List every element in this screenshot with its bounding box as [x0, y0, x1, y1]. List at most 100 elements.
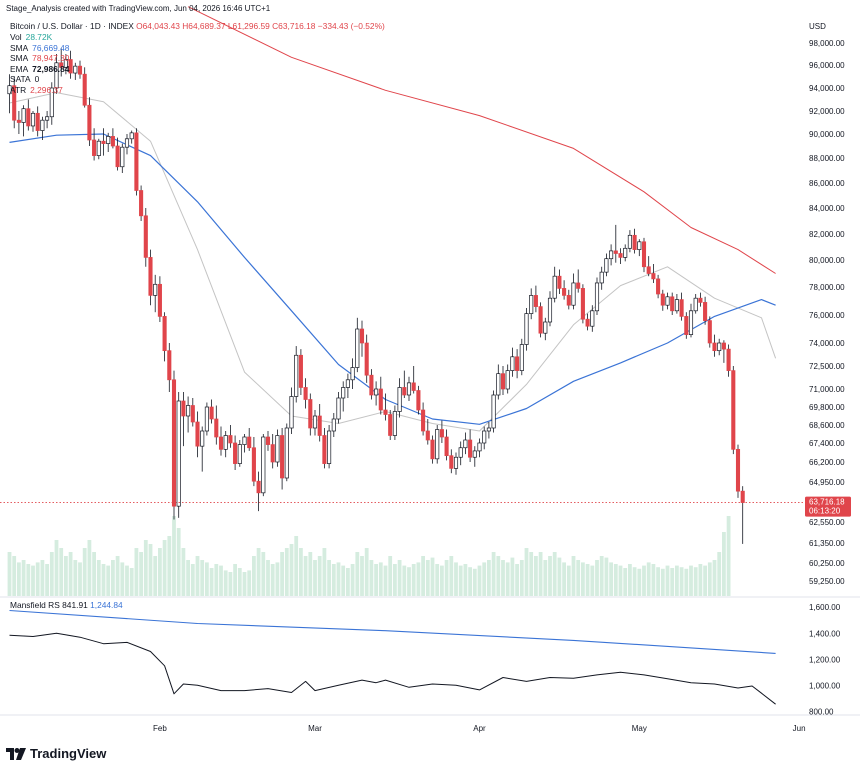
indicator-row-sma200[interactable]: SMA 78,947.30 — [10, 53, 70, 64]
rs-axis-label: 1,600.00 — [809, 603, 841, 612]
candle — [303, 378, 308, 409]
candle — [148, 249, 153, 306]
candle-body — [632, 234, 637, 250]
candle-body — [308, 399, 313, 429]
candle — [336, 392, 341, 424]
volume-bar — [430, 557, 435, 596]
ohlc-close: C63,716.18 — [272, 21, 316, 31]
volume-bar — [552, 552, 557, 596]
candle-body — [317, 415, 322, 436]
volume-bar — [660, 568, 665, 596]
volume-bar — [299, 548, 303, 596]
volume-bar — [689, 565, 693, 596]
volume-bar — [355, 552, 360, 596]
indicator-row-sma50[interactable]: SMA 76,669.48 — [10, 42, 70, 53]
candle-body — [312, 415, 318, 429]
volume-bar — [458, 565, 463, 596]
candle — [604, 253, 609, 277]
candle-body — [717, 342, 722, 352]
indicator-row-sata[interactable]: SATA 0 — [10, 74, 40, 85]
mansfield-rs-pane[interactable] — [9, 609, 776, 705]
candle-body — [613, 250, 618, 254]
volume-bar — [162, 540, 167, 596]
price-axis-label: 72,500.00 — [809, 362, 845, 371]
tradingview-logo[interactable]: TradingView — [6, 746, 106, 761]
candle-body — [388, 414, 393, 436]
candle-body — [261, 436, 266, 494]
candle — [623, 244, 628, 262]
candle — [679, 292, 684, 321]
candle — [134, 128, 139, 196]
ohlc-open: O64,043.43 — [136, 21, 180, 31]
volume-bar — [613, 564, 618, 596]
indicator-row-ema[interactable]: EMA 72,986.84 — [10, 63, 70, 74]
candle-body — [439, 429, 444, 438]
price-axis-label: 88,000.00 — [809, 154, 845, 163]
candle-body — [49, 87, 54, 118]
candle — [571, 273, 576, 310]
rs-axis[interactable]: 1,600.00 1,400.00 1,200.00 1,000.00 800.00 — [809, 603, 841, 716]
candle-body — [491, 394, 496, 429]
candle-body — [392, 411, 397, 436]
candle-body — [12, 85, 17, 121]
rs-ma-path — [9, 609, 776, 654]
candle-body — [721, 342, 726, 350]
volume-bar — [111, 560, 115, 596]
candle — [411, 366, 416, 394]
candle — [167, 343, 172, 392]
candle-body — [458, 447, 463, 458]
volume-bar — [223, 570, 228, 596]
candle-body — [397, 387, 402, 412]
volume-bar — [190, 564, 195, 596]
candle-body — [627, 234, 632, 249]
candle-body — [30, 112, 36, 127]
volume-bar — [143, 540, 148, 596]
candle-body — [660, 293, 665, 306]
candle-body — [651, 273, 656, 280]
candle — [233, 435, 238, 470]
candle — [627, 230, 632, 253]
candle — [500, 366, 506, 395]
candle — [482, 426, 487, 450]
candle-body — [500, 373, 506, 390]
volume-bar — [548, 556, 552, 596]
candle-body — [284, 427, 289, 479]
volume-bar — [675, 565, 679, 596]
candles[interactable] — [7, 48, 745, 544]
candle-body — [327, 430, 332, 464]
volume-bar — [717, 552, 722, 596]
volume-bar — [167, 536, 172, 596]
candle-body — [430, 439, 435, 460]
volume-bar — [519, 560, 524, 596]
volume-bar — [388, 556, 393, 596]
sma50-line — [9, 133, 776, 425]
volume-bar — [275, 562, 280, 596]
volume-bar — [350, 564, 355, 596]
indicator-row-atr[interactable]: ATR 2,296.37 — [10, 84, 63, 95]
rs-legend[interactable]: Mansfield RS 841.91 1,244.84 — [10, 600, 123, 610]
indicator-row-vol[interactable]: Vol 28.72K — [10, 32, 53, 42]
volume-bar — [87, 540, 92, 596]
candle — [87, 97, 92, 146]
volume-bar — [200, 560, 205, 596]
volume-bar — [529, 552, 534, 596]
price-axis[interactable]: 98,000.00 96,000.00 94,000.00 92,000.00 90,0… — [809, 39, 845, 586]
candle-body — [134, 132, 139, 191]
volume-bar — [54, 540, 59, 596]
volume-bar — [21, 560, 26, 596]
candle — [651, 264, 656, 283]
candle-body — [237, 444, 242, 464]
candle — [609, 244, 614, 266]
time-axis[interactable]: Feb Mar Apr May Jun — [153, 724, 806, 733]
candle — [223, 431, 228, 458]
candle-body — [303, 387, 308, 400]
volume-bar — [195, 556, 200, 596]
candle-body — [176, 400, 181, 507]
candle-body — [468, 439, 473, 458]
candle — [721, 340, 726, 363]
volume-bar — [435, 564, 440, 596]
candle — [350, 358, 355, 389]
candle — [45, 111, 50, 129]
candle — [7, 74, 12, 114]
